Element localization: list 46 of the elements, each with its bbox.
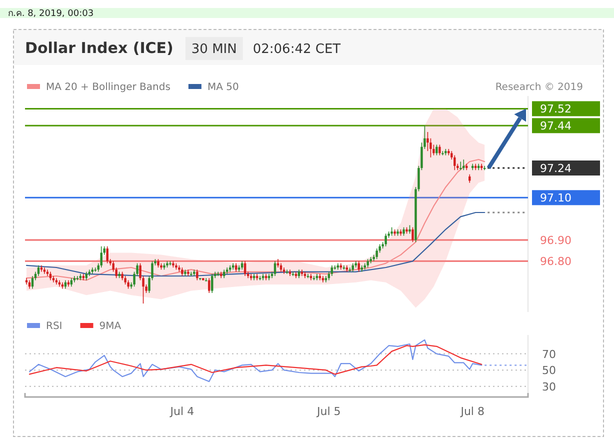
- x-tick-label: Jul 5: [316, 405, 341, 418]
- candlestick: [460, 161, 462, 171]
- candlestick: [412, 226, 414, 243]
- text: Research © 2019: [495, 82, 583, 93]
- candlestick: [346, 265, 348, 272]
- x-tick-label: Jul 8: [460, 405, 484, 418]
- legend-label: 9MA: [99, 321, 122, 332]
- candlestick: [462, 159, 465, 171]
- y-tick-label: 96.80: [540, 255, 572, 268]
- candlestick: [208, 278, 210, 294]
- candlestick: [94, 267, 96, 272]
- candlestick: [211, 273, 214, 294]
- candlestick: [454, 154, 456, 171]
- text: ก.ค. 8, 2019, 00:03: [8, 9, 94, 19]
- text: 02:06:42 CET: [252, 42, 341, 57]
- y-tick-label: 50: [542, 364, 556, 378]
- candlestick: [100, 246, 102, 268]
- y-tick-label: 30: [542, 380, 556, 394]
- y-tick-label: 96.90: [540, 234, 572, 247]
- line-series: [28, 339, 482, 382]
- candlestick: [376, 248, 378, 260]
- y-tick-label: 97.52: [540, 102, 572, 116]
- y-tick-label: 97.10: [540, 192, 572, 205]
- line-series: [26, 212, 486, 277]
- x-tick-label: Jul 4: [169, 405, 194, 418]
- legend-label: MA 20 + Bollinger Bands: [46, 82, 170, 93]
- candlestick: [438, 144, 441, 156]
- y-tick-label: 97.44: [540, 120, 572, 133]
- candlestick: [330, 265, 334, 276]
- line-series: [26, 158, 486, 281]
- y-tick-label: 97.24: [540, 162, 572, 175]
- candlestick: [205, 278, 208, 282]
- chart-title: Dollar Index (ICE): [25, 39, 174, 57]
- candlestick: [88, 269, 90, 276]
- legend-label: MA 50: [207, 82, 239, 93]
- candlestick: [384, 233, 387, 247]
- text: 30 MIN: [191, 42, 237, 57]
- y-tick-label: 70: [542, 348, 556, 361]
- line-series: [28, 344, 482, 375]
- candlestick: [436, 144, 438, 156]
- legend-label: RSI: [46, 321, 62, 332]
- candlestick: [196, 269, 198, 281]
- candlestick: [358, 260, 360, 272]
- candlestick: [348, 267, 351, 272]
- candlestick: [37, 265, 40, 276]
- candlestick: [106, 246, 108, 264]
